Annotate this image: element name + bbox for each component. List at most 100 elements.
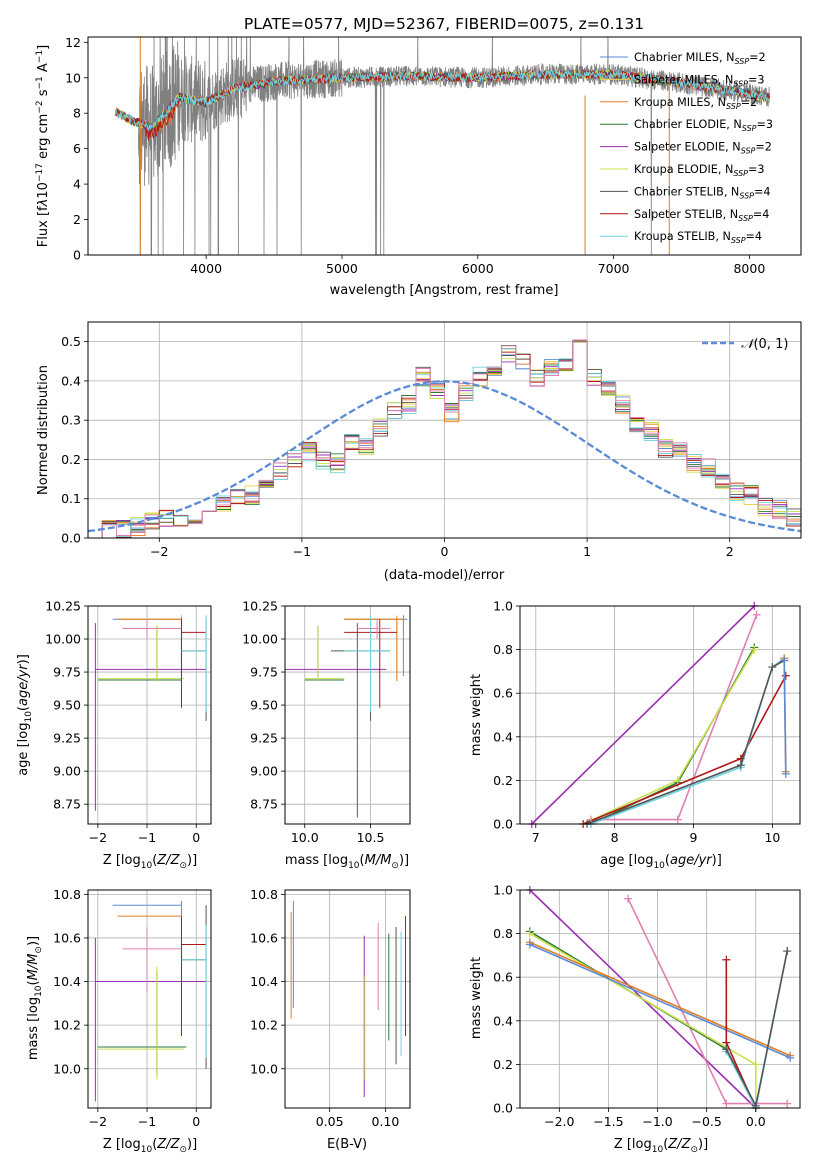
mass-vs-z-panel: −2 −1 0 10.0 10.2 10.4 10.6 10.8 Z [log10(Z/Z⊙)…: [26, 887, 212, 1155]
x-tick-label: 0.05: [316, 1114, 344, 1129]
residuals-grid: [88, 322, 801, 539]
x-tick-label: −1.0: [642, 1114, 672, 1129]
x-tick-label: 7000: [598, 261, 630, 276]
x-tick-label: −2: [89, 1114, 107, 1129]
x-tick-label: −1: [138, 1114, 156, 1129]
y-tick-label: 12: [65, 35, 81, 50]
y-tick-label: 9.00: [250, 764, 278, 779]
age-vs-z-frame: [87, 605, 212, 825]
y-tick-label: 9.75: [250, 665, 278, 680]
weight-point-chabrier-stelib: [768, 663, 777, 672]
y-tick-label: 9.50: [250, 698, 278, 713]
weight-point-chabrier-miles: [781, 769, 790, 778]
y-tick-label: 4: [73, 177, 81, 192]
x-tick-label: −2: [150, 544, 168, 559]
age-vs-z-grid: [88, 605, 211, 824]
y-tick-label: 10.8: [53, 887, 81, 902]
age-vs-mass-plot-area: [285, 615, 408, 818]
legend-value: =4: [746, 230, 763, 243]
age-vs-z-xlabel: Z [log10(Z/Z⊙)]: [103, 853, 197, 871]
y-tick-label: 10.6: [53, 930, 81, 945]
y-tick-label: 9.50: [53, 698, 81, 713]
weight-vs-age-ylabel: mass weight: [469, 674, 484, 756]
legend-value: =3: [748, 73, 765, 86]
x-tick-label: 0.0: [746, 1114, 766, 1129]
y-tick-label: 0.4: [493, 729, 513, 744]
spectrum-legend: Chabrier MILES, NSSP=2 Salpeter MILES, NS…: [600, 51, 773, 245]
weight-point-pink: [783, 1099, 792, 1108]
age-vs-mass-frame: [284, 605, 411, 825]
weight-line-chabrier-miles: [529, 943, 791, 1059]
mass-vs-z-plot-area: [94, 900, 207, 1102]
weight-point-chabrier-stelib: [722, 1045, 731, 1054]
legend-subscript: SSP: [726, 102, 741, 111]
mass-vs-ebv-frame: [284, 889, 411, 1109]
spectrum-ticks: 4000 5000 6000 7000 8000 0 2 4 6 8 10 12: [65, 35, 765, 276]
legend-label-salpeter-elodie: Salpeter ELODIE, NSSP=2: [634, 141, 772, 156]
weight-vs-age-ticks: 7 8 9 10 0.0 0.2 0.4 0.6 0.8 1.0: [493, 599, 780, 846]
legend-label-salpeter-miles: Salpeter MILES, NSSP=3: [634, 73, 765, 88]
weight-vs-age-xlabel: age [log10(age/yr)]: [600, 853, 722, 871]
y-tick-label: 9.00: [53, 764, 81, 779]
residuals-panel: −2 −1 0 1 2 0.0 0.1 0.2 0.3 0.4 0.5 𝒩(0, 1) (data-…: [36, 321, 802, 583]
legend-value: =4: [754, 185, 771, 198]
x-tick-label: −1: [293, 544, 311, 559]
weight-line-chabrier-stelib: [725, 950, 788, 1109]
y-tick-label: 9.25: [250, 731, 278, 746]
x-tick-label: 1: [583, 544, 591, 559]
weight-vs-z-panel: −2.0 −1.5 −1.0 −0.5 0.0 0.0 0.2 0.4 0.6 0.8 1.0 Z …: [469, 883, 801, 1155]
age-vs-mass-panel: 10.0 10.5 8.75 9.00 9.25 9.50 9.75 10.00 10.25 m…: [242, 599, 411, 871]
y-tick-label: 0.4: [493, 1013, 513, 1028]
age-vs-mass-xlabel: mass [log10(M/M⊙)]: [285, 853, 409, 871]
spectrum-frame: [87, 36, 802, 256]
mass-vs-z-frame: [87, 889, 212, 1109]
y-tick-label: 0.8: [493, 642, 513, 657]
spectrum-plot-area: [114, 37, 770, 255]
weight-line-kroupa-stelib: [590, 657, 785, 825]
legend-subscript: SSP: [733, 79, 748, 88]
x-tick-label: 0: [441, 544, 449, 559]
age-vs-z-ylabel: age [log10(age/yr)]: [16, 654, 34, 776]
y-tick-label: 8.75: [53, 797, 81, 812]
age-vs-z-plot-area: [94, 615, 207, 811]
legend-value: =4: [753, 208, 770, 221]
weight-line-kroupa-miles: [529, 941, 791, 1057]
legend-value: =2: [755, 141, 772, 154]
y-tick-label: 9.75: [53, 665, 81, 680]
normal-legend-label: 𝒩(0, 1): [741, 337, 788, 352]
legend-subscript: SSP: [741, 147, 756, 156]
y-tick-label: 10.25: [45, 599, 81, 614]
age-vs-z-ticks: −2 −1 0 8.75 9.00 9.25 9.50 9.75 10.00 10.25: [45, 599, 200, 846]
y-tick-label: 0.6: [493, 970, 513, 985]
y-tick-label: 10.2: [250, 1018, 278, 1033]
weight-point-chabrier-miles: [786, 1053, 795, 1062]
x-tick-label: 8: [611, 830, 619, 845]
x-tick-label: 4000: [190, 261, 222, 276]
x-tick-label: 0: [192, 1114, 200, 1129]
weight-line-salpeter-elodie: [531, 605, 755, 825]
age-vs-z-panel: −2 −1 0 8.75 9.00 9.25 9.50 9.75 10.00 10.25 Z [l…: [16, 599, 212, 871]
x-tick-label: 10.5: [357, 830, 385, 845]
legend-label-kroupa-stelib: Kroupa STELIB, NSSP=4: [634, 230, 762, 245]
x-tick-label: 9: [690, 830, 698, 845]
y-tick-label: 0.4: [61, 373, 81, 388]
y-tick-label: 0.0: [493, 817, 513, 832]
histogram-pink: [88, 339, 801, 538]
y-tick-label: 10: [65, 70, 81, 85]
y-tick-label: 0.0: [61, 531, 81, 546]
y-tick-label: 10.8: [250, 887, 278, 902]
legend-label-chabrier-miles: Chabrier MILES, NSSP=2: [634, 51, 766, 66]
y-tick-label: 8.75: [250, 797, 278, 812]
residuals-legend: 𝒩(0, 1): [702, 337, 788, 352]
x-tick-label: −2: [89, 830, 107, 845]
mass-vs-ebv-ticks: 0.05 0.10 10.0 10.2 10.4 10.6 10.8: [250, 887, 399, 1129]
x-tick-label: 0: [192, 830, 200, 845]
spectrum-xlabel: wavelength [Angstrom, rest frame]: [330, 283, 559, 298]
y-tick-label: 0.8: [493, 926, 513, 941]
x-tick-label: 5000: [326, 261, 358, 276]
x-tick-label: −1.5: [593, 1114, 623, 1129]
model-spectrum-kroupa-stelib: [114, 68, 770, 131]
weight-vs-z-xlabel: Z [log10(Z/Z⊙)]: [614, 1137, 708, 1155]
y-tick-label: 10.6: [250, 930, 278, 945]
weight-vs-age-plot-area: [527, 602, 790, 828]
